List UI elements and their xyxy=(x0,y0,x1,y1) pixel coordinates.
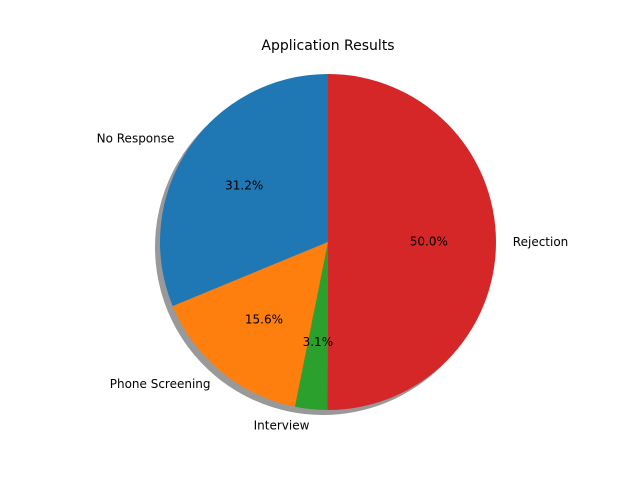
percent-no-response: 31.2% xyxy=(225,178,263,192)
percent-rejection: 50.0% xyxy=(410,235,448,249)
label-phone-screening: Phone Screening xyxy=(110,377,211,391)
label-rejection: Rejection xyxy=(513,235,568,249)
label-no-response: No Response xyxy=(97,132,175,146)
percent-phone-screening: 15.6% xyxy=(245,312,283,326)
slice-interview xyxy=(294,242,328,410)
label-interview: Interview xyxy=(254,418,310,432)
slice-no-response xyxy=(159,74,328,307)
chart-title: Application Results xyxy=(261,38,394,54)
pie-slices xyxy=(159,74,496,410)
percent-interview: 3.1% xyxy=(303,335,334,349)
pie-labels: No Response 31.2% Phone Screening 15.6% Inte… xyxy=(97,132,569,433)
slice-rejection xyxy=(327,74,496,410)
slice-phone-screening xyxy=(172,242,328,407)
